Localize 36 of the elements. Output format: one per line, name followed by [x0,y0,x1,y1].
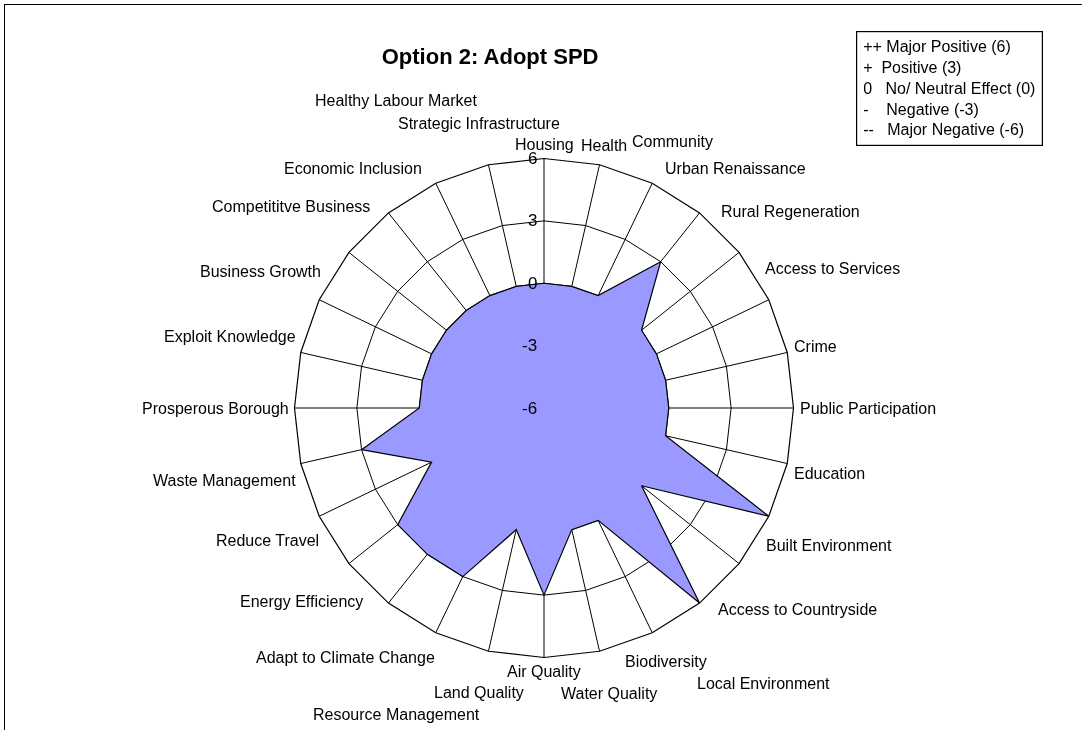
spoke-label: Housing [515,136,574,153]
spoke-label: Access to Services [765,260,901,277]
spoke-label: Energy Efficiency [240,593,364,610]
spoke-label: Health [581,137,628,154]
spoke-label: Built Environment [766,537,892,554]
spoke-label: Reduce Travel [216,532,320,549]
text: 0 No/ Neutral Effect (0) [863,79,1036,97]
y-tick-label: -6 [522,399,538,418]
spoke-label: Adapt to Climate Change [256,649,435,666]
spoke-label: Business Growth [200,263,321,280]
spoke-label: Crime [794,338,837,355]
spoke-label: Water Quality [561,685,658,702]
spoke-label: Competititve Business [212,198,371,215]
spoke-label: Healthy Labour Market [315,92,478,109]
spoke-label: Access to Countryside [718,601,878,618]
spoke-label: Strategic Infrastructure [398,115,560,132]
spoke-label: Public Participation [800,400,937,417]
spoke-label: Local Environment [697,675,831,692]
chart-title: Option 2: Adopt SPD [381,43,599,69]
spoke-label: Waste Management [153,472,297,489]
spoke-label: Resource Management [313,706,480,723]
spoke-label: Land Quality [434,684,524,701]
text: ++ Major Positive (6) [863,38,1011,56]
spoke-label: Prosperous Borough [142,400,289,417]
spoke-label: Education [794,465,866,482]
spoke-label: Rural Regeneration [721,203,860,220]
spoke-label: Air Quality [507,663,581,680]
spoke-label: Exploit Knowledge [164,328,296,345]
spoke-label: Urban Renaissance [665,160,806,177]
text: - Negative (-3) [863,100,979,118]
text: -- Major Negative (-6) [863,121,1025,139]
spoke-label: Biodiversity [625,653,707,670]
y-tick-label: -3 [522,336,538,355]
text: + Positive (3) [863,59,962,76]
spoke-label: Economic Inclusion [284,160,422,177]
spoke-label: Community [632,133,713,150]
